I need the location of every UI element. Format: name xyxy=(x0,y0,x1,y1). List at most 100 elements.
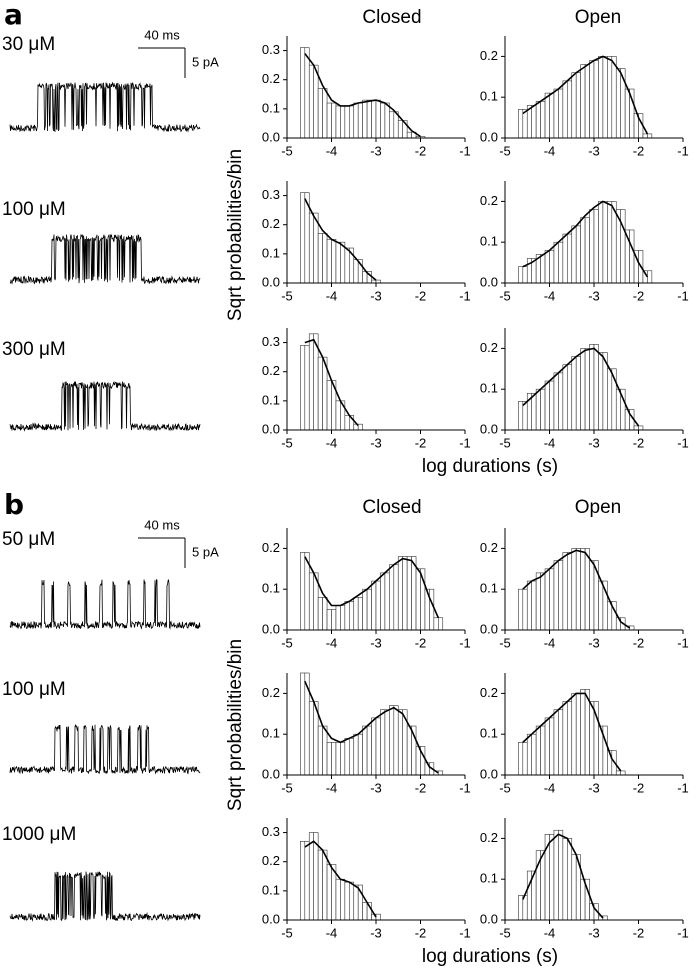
panel-label: b xyxy=(4,488,24,521)
scale-time-label: 40 ms xyxy=(144,517,180,532)
histogram-bar xyxy=(437,617,444,631)
histogram-bar xyxy=(389,564,395,631)
x-tick-label: -3 xyxy=(370,143,382,158)
histogram-bar xyxy=(553,241,559,284)
x-tick-label: -1 xyxy=(459,925,471,940)
histogram-bar xyxy=(375,580,381,631)
histogram-bar xyxy=(562,838,568,921)
current-trace xyxy=(9,233,201,285)
column-title: Closed xyxy=(362,497,421,518)
x-tick-label: -1 xyxy=(459,780,471,795)
histogram-bar xyxy=(620,770,626,776)
histogram-bar xyxy=(335,742,341,776)
histogram-bar xyxy=(384,102,390,139)
y-tick-label: 0.0 xyxy=(262,421,280,436)
x-tick-label: -2 xyxy=(633,143,645,158)
x-tick-label: -4 xyxy=(544,288,556,303)
concentration-label: 1000 μM xyxy=(2,824,76,845)
y-tick-label: 0.1 xyxy=(480,234,498,249)
x-tick-label: -1 xyxy=(459,143,471,158)
histogram-bar xyxy=(308,701,314,776)
histogram-bar xyxy=(380,572,386,631)
histogram-bar xyxy=(647,133,653,139)
histogram-bar xyxy=(380,102,386,139)
histogram-bar xyxy=(308,832,314,921)
x-tick-label: -4 xyxy=(326,925,338,940)
histogram-bar xyxy=(562,701,568,776)
histogram-bar xyxy=(540,254,546,284)
fit-curve xyxy=(304,338,359,427)
y-axis-label: Sqrt probabilities/bin xyxy=(225,639,246,811)
histogram-bar xyxy=(326,380,332,431)
histogram-bar xyxy=(638,425,644,431)
histogram-bar xyxy=(553,709,559,776)
histogram-bar xyxy=(348,737,355,776)
x-tick-label: -1 xyxy=(677,143,689,158)
histogram-bar xyxy=(558,241,564,284)
histogram-bar xyxy=(544,568,550,631)
histogram-bar xyxy=(518,742,524,776)
histogram-bar xyxy=(580,64,586,139)
y-tick-label: 0.2 xyxy=(262,853,280,868)
fit-curve xyxy=(304,53,421,138)
histogram-bar xyxy=(518,588,524,631)
y-tick-label: 0.0 xyxy=(480,274,498,289)
histogram-bar xyxy=(593,209,599,284)
histogram-bar xyxy=(531,392,537,431)
histogram-bar xyxy=(304,345,310,431)
y-tick-label: 0.2 xyxy=(480,340,498,355)
histogram-bar xyxy=(353,733,359,776)
histogram-bar xyxy=(602,201,608,284)
x-tick-label: -1 xyxy=(677,780,689,795)
histogram-bar xyxy=(566,701,573,776)
y-tick-label: 0.1 xyxy=(262,726,280,741)
histogram-bar xyxy=(344,415,350,431)
y-tick-label: 0.3 xyxy=(262,334,280,349)
x-tick-label: -3 xyxy=(588,635,600,650)
histogram-bar xyxy=(322,725,328,776)
x-axis-label: log durations (s) xyxy=(422,946,558,967)
x-tick-label: -5 xyxy=(499,288,511,303)
y-tick-label: 0.1 xyxy=(480,871,498,886)
x-tick-label: -1 xyxy=(459,635,471,650)
histogram-bar xyxy=(357,102,363,139)
histogram-bar xyxy=(317,356,323,431)
histogram-bar xyxy=(340,605,346,631)
x-tick-label: -3 xyxy=(370,288,382,303)
histogram-bar xyxy=(353,884,359,921)
x-tick-label: -3 xyxy=(588,435,600,450)
y-tick-label: 0.0 xyxy=(262,274,280,289)
histogram-bar xyxy=(584,348,590,431)
concentration-label: 300 μM xyxy=(2,339,66,360)
x-tick-label: -3 xyxy=(370,780,382,795)
histogram-bar xyxy=(344,247,350,284)
y-tick-label: 0.3 xyxy=(262,42,280,57)
y-tick-label: 0.1 xyxy=(480,89,498,104)
histogram-bar xyxy=(580,217,586,284)
column-title: Open xyxy=(575,497,621,518)
scale-current-label: 5 pA xyxy=(192,544,219,559)
histogram-bar xyxy=(322,849,328,921)
histogram-bar xyxy=(331,102,337,139)
histogram-bar xyxy=(331,609,337,631)
histogram-bar xyxy=(544,92,550,139)
y-tick-label: 0.2 xyxy=(262,363,280,378)
histogram-bar xyxy=(580,548,586,631)
histogram-bar xyxy=(540,572,546,631)
current-trace xyxy=(9,381,201,432)
x-tick-label: -1 xyxy=(677,925,689,940)
histogram-bar xyxy=(575,548,581,631)
histogram-bar xyxy=(544,380,550,431)
histogram-bar xyxy=(317,88,323,139)
y-tick-label: 0.3 xyxy=(262,187,280,202)
histogram-bar xyxy=(549,717,555,776)
fit-curve xyxy=(304,198,377,281)
histogram-bar xyxy=(317,597,323,631)
column-title: Closed xyxy=(362,7,421,28)
y-tick-label: 0.1 xyxy=(262,100,280,115)
histogram-bar xyxy=(375,99,381,139)
y-tick-label: 0.2 xyxy=(480,48,498,63)
histogram-bar xyxy=(335,605,341,631)
histogram-bar xyxy=(544,717,550,776)
histogram-bar xyxy=(589,701,595,776)
